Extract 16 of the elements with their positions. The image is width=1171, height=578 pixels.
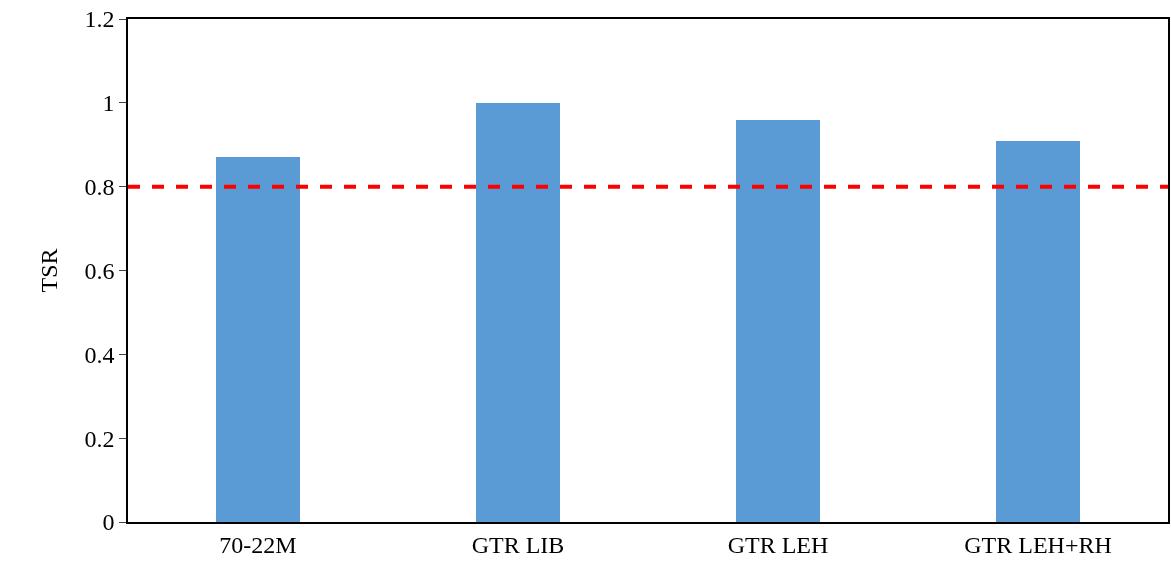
y-tick-label: 1 <box>102 90 115 117</box>
y-tick-label: 0 <box>102 509 115 536</box>
bar <box>476 103 560 522</box>
y-axis-title: TSR <box>36 248 63 293</box>
y-tick-label: 0.8 <box>84 174 115 201</box>
bar <box>736 120 820 522</box>
bar <box>216 157 300 522</box>
y-tick-label: 0.4 <box>84 341 115 368</box>
x-tick-label: 70-22M <box>219 531 297 558</box>
y-tick-label: 0.6 <box>84 257 115 284</box>
x-tick-label: GTR LEH+RH <box>964 531 1112 558</box>
x-tick-label: GTR LIB <box>471 531 565 558</box>
y-tick-label: 1.2 <box>84 6 115 33</box>
bar <box>996 141 1080 522</box>
x-tick-label: GTR LEH <box>727 531 829 558</box>
y-tick-label: 0.2 <box>84 425 115 452</box>
